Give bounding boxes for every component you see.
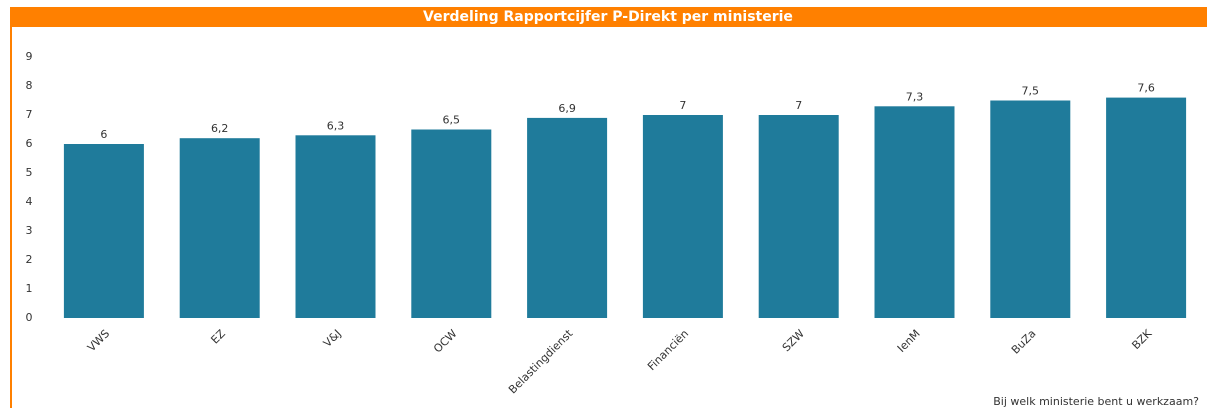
bar (179, 138, 260, 318)
bar (1106, 97, 1187, 318)
y-tick-label: 9 (26, 50, 33, 63)
bar (527, 117, 608, 319)
x-tick-label: IenM (895, 327, 923, 355)
y-tick-label: 5 (26, 166, 33, 179)
y-tick-label: 6 (26, 137, 33, 150)
value-label: 7,3 (906, 90, 924, 103)
x-tick-label: EZ (208, 327, 228, 347)
bar (63, 144, 144, 318)
value-label: 7,5 (1022, 85, 1040, 98)
x-tick-label: BZK (1129, 326, 1155, 352)
y-tick-label: 1 (26, 282, 33, 295)
value-label: 6 (100, 128, 107, 141)
title-bar (10, 7, 1207, 27)
value-label: 6,3 (327, 119, 345, 132)
x-tick-label: OCW (431, 327, 460, 356)
x-tick-label: Belastingdienst (506, 327, 576, 397)
y-tick-label: 8 (26, 79, 33, 92)
x-axis-label: Bij welk ministerie bent u werkzaam? (993, 395, 1199, 408)
bar (295, 135, 376, 318)
x-tick-label: Financiën (645, 327, 691, 373)
value-label: 6,5 (443, 114, 461, 127)
value-label: 6,2 (211, 122, 229, 135)
x-tick-label: VWS (85, 327, 112, 354)
bar (642, 115, 723, 318)
x-tick-label: V&J (321, 327, 344, 350)
value-label: 7 (679, 99, 686, 112)
y-tick-label: 4 (26, 195, 33, 208)
y-tick-label: 2 (26, 253, 33, 266)
x-tick-label: BuZa (1009, 327, 1039, 357)
bar (990, 100, 1071, 318)
value-label: 6,9 (558, 102, 576, 115)
bar (758, 115, 839, 318)
value-label: 7 (795, 99, 802, 112)
x-tick-label: SZW (780, 327, 807, 354)
y-tick-label: 7 (26, 108, 33, 121)
bar (411, 129, 492, 318)
left-border (10, 7, 12, 408)
y-tick-label: 3 (26, 224, 33, 237)
value-label: 7,6 (1137, 82, 1155, 95)
bar (874, 106, 955, 318)
y-tick-label: 0 (26, 311, 33, 324)
chart-title: Verdeling Rapportcijfer P-Direkt per min… (423, 9, 793, 25)
